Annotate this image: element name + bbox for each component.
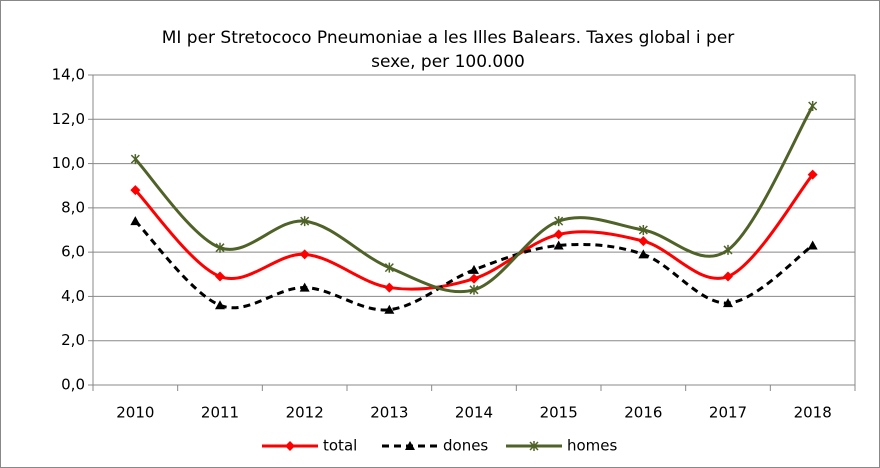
x-tick-label: 2011 bbox=[201, 404, 239, 422]
chart-title: sexe, per 100.000 bbox=[371, 52, 525, 72]
y-tick-label: 0,0 bbox=[61, 376, 85, 394]
marker bbox=[638, 236, 649, 247]
marker bbox=[300, 216, 310, 227]
x-tick-label: 2012 bbox=[286, 404, 324, 422]
y-tick-label: 8,0 bbox=[61, 198, 85, 216]
marker bbox=[638, 225, 648, 235]
marker bbox=[384, 262, 394, 273]
plot-border bbox=[92, 74, 856, 386]
marker bbox=[553, 240, 564, 250]
marker bbox=[285, 441, 295, 451]
x-tick-label: 2016 bbox=[624, 404, 662, 422]
marker bbox=[554, 216, 564, 227]
marker bbox=[469, 264, 479, 274]
x-tick-label: 2018 bbox=[794, 404, 832, 422]
y-tick-label: 14,0 bbox=[52, 66, 85, 84]
marker bbox=[130, 185, 141, 196]
marker bbox=[469, 273, 479, 284]
marker bbox=[130, 216, 141, 226]
y-tick-label: 12,0 bbox=[52, 110, 85, 128]
x-tick-label: 2010 bbox=[116, 404, 154, 422]
x-tick-label: 2015 bbox=[540, 404, 578, 422]
marker bbox=[130, 154, 140, 165]
y-tick-label: 10,0 bbox=[52, 154, 85, 172]
legend-label: homes bbox=[567, 437, 618, 455]
marker bbox=[638, 249, 649, 259]
marker bbox=[723, 298, 733, 308]
marker bbox=[384, 304, 395, 314]
marker bbox=[299, 282, 310, 292]
marker bbox=[808, 101, 818, 111]
marker bbox=[807, 169, 818, 180]
marker bbox=[553, 229, 564, 240]
marker bbox=[405, 441, 415, 450]
marker bbox=[529, 441, 539, 451]
marker bbox=[215, 271, 225, 282]
y-tick-label: 2,0 bbox=[61, 331, 85, 349]
marker bbox=[215, 242, 225, 253]
legend-label: total bbox=[323, 437, 357, 455]
y-tick-label: 6,0 bbox=[61, 243, 85, 261]
legend-label: dones bbox=[443, 437, 488, 455]
marker bbox=[807, 240, 818, 250]
marker bbox=[723, 244, 733, 255]
marker bbox=[469, 284, 479, 295]
marker bbox=[299, 249, 310, 260]
marker bbox=[215, 300, 225, 310]
x-tick-label: 2014 bbox=[455, 404, 493, 422]
x-tick-label: 2013 bbox=[370, 404, 408, 422]
marker bbox=[723, 271, 733, 282]
chart-title: MI per Stretococo Pneumoniae a les Illes… bbox=[162, 28, 735, 48]
marker bbox=[384, 282, 395, 293]
y-tick-label: 4,0 bbox=[61, 287, 85, 305]
x-tick-label: 2017 bbox=[709, 404, 747, 422]
